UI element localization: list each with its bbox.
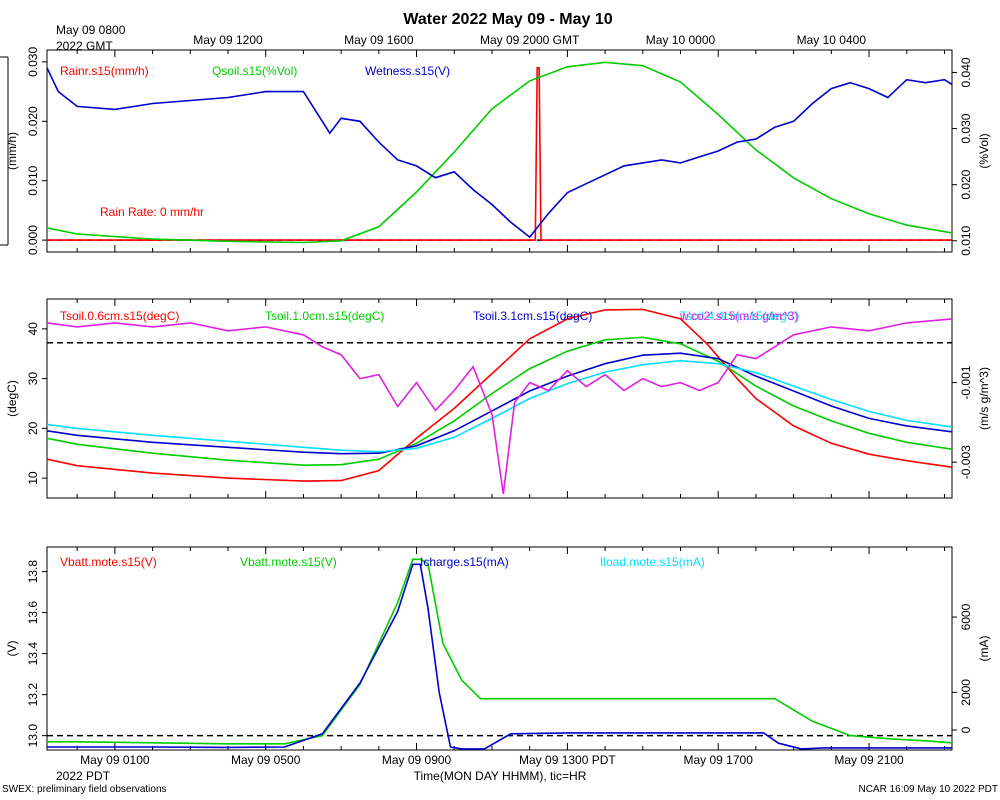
y-tick-label-right: -0.001 — [959, 365, 973, 399]
y-tick-label-left: 40 — [26, 322, 40, 336]
legend-entry-magenta: w'co2'.s15(m/s g/m^3) — [679, 309, 798, 323]
series-line-blue — [47, 352, 952, 455]
panels: 0.000 0.010 0.020 0.030 0.010 0.020 0.030 0.040… — [0, 47, 991, 751]
y-tick-label-left: 0.030 — [26, 47, 40, 77]
legend-entry-green: Vbatt.mote.s15(V) — [240, 555, 337, 569]
y-tick-label-left: 30 — [26, 372, 40, 386]
y-tick-label-left: 0.020 — [26, 106, 40, 136]
series-line-red — [47, 67, 952, 241]
y-tick-label-left: 0.010 — [26, 165, 40, 195]
bottom-tick-label: May 09 0900 — [382, 753, 452, 767]
series-line-green — [47, 336, 952, 467]
y-axis-label-right: (%Vol) — [977, 133, 991, 168]
y-tick-label-left: 0.000 — [26, 225, 40, 255]
series-line-green — [47, 61, 952, 244]
panel-1: 0.000 0.010 0.020 0.030 0.010 0.020 0.030 0.040… — [5, 47, 991, 256]
legend-entry-blue: Wetness.s15(V) — [365, 64, 450, 78]
y-tick-label-left: 13.4 — [26, 642, 40, 666]
footer-left: SWEX: preliminary field observations — [2, 784, 167, 795]
legend-entry-blue: Icharge.s15(mA) — [420, 555, 509, 569]
bottom-axis-tick-labels: May 09 0100 May 09 0500 May 09 0900 May 09 … — [80, 753, 904, 767]
top-tick-label: May 10 0400 — [797, 33, 867, 47]
footer-right: NCAR 16:09 May 10 2022 PDT — [858, 784, 998, 795]
legend-entry-cyan: Tsoil.4.4cm.s15(degC) — [680, 309, 799, 323]
top-tick-label: May 09 1200 — [193, 33, 263, 47]
panel-frame — [46, 546, 953, 751]
top-tick-label: May 09 2000 GMT — [480, 33, 580, 47]
y-tick-label-right: 2000 — [959, 679, 973, 706]
y-axis-label-right: (m/s g/m^3) — [977, 367, 991, 430]
bottom-tick-label: May 09 0100 — [80, 753, 150, 767]
y-tick-label-right: 0 — [959, 726, 973, 733]
y-tick-label-right: 0.010 — [959, 225, 973, 255]
y-tick-label-left: 20 — [26, 421, 40, 435]
y-tick-label-left: 13.0 — [26, 724, 40, 748]
y-tick-label-left: 13.8 — [26, 560, 40, 584]
y-tick-label-right: 0.040 — [959, 57, 973, 87]
panel-frame — [46, 298, 953, 499]
top-axis-tick-labels: May 09 1200 May 09 1600 May 09 2000 GMT May… — [193, 33, 866, 47]
top-tick-label: May 10 0000 — [646, 33, 716, 47]
y-tick-label-left: 13.2 — [26, 683, 40, 707]
y-tick-label-left: 13.6 — [26, 601, 40, 625]
y-tick-label-right: 0.020 — [959, 169, 973, 199]
y-axis-label-left: (V) — [5, 641, 19, 657]
series-line-magenta — [47, 318, 952, 495]
y-tick-label-right: -0.003 — [959, 445, 973, 479]
top-axis-start-line1: May 09 0800 — [56, 23, 126, 37]
series-line-blue — [47, 67, 952, 239]
bottom-tick-label: May 09 1700 — [684, 753, 754, 767]
bottom-tick-label: May 09 1300 PDT — [519, 753, 616, 767]
left-edge-stub — [0, 56, 9, 246]
series-line-red — [47, 308, 952, 482]
legend-entry-blue: Tsoil.3.1cm.s15(degC) — [473, 309, 592, 323]
y-tick-label-left: 10 — [26, 471, 40, 485]
top-tick-label: May 09 1600 — [344, 33, 414, 47]
y-axis-label-left: (degC) — [5, 380, 19, 417]
panel-frame — [46, 49, 953, 253]
rain-rate-annotation: Rain Rate: 0 mm/hr — [100, 205, 204, 219]
panel-3: 13.0 13.2 13.4 13.6 13.8 0 2000 6000 (V) (mA) Vbat… — [5, 546, 991, 751]
bottom-tick-label: May 09 0500 — [231, 753, 301, 767]
top-axis-start-line2: 2022 GMT — [56, 39, 113, 53]
chart-title: Water 2022 May 09 - May 10 — [403, 11, 612, 28]
series-line-blue — [47, 563, 952, 750]
legend-entry-green: Tsoil.1.0cm.s15(degC) — [265, 309, 384, 323]
legend-entry-red: Tsoil.0.6cm.s15(degC) — [60, 309, 179, 323]
y-axis-label-left: (mm/h) — [5, 132, 19, 170]
bottom-axis-year: 2022 PDT — [56, 769, 111, 783]
legend-entry-red: Vbatt.mote.s15(V) — [60, 555, 157, 569]
series-line-green — [47, 558, 952, 745]
bottom-tick-label: May 09 2100 — [834, 753, 904, 767]
legend-entry-green: Qsoil.s15(%Vol) — [212, 64, 297, 78]
panel-2: 10 20 30 40 -0.003 -0.001 (degC) (m/s g/m^3) Tso… — [5, 298, 991, 499]
legend-entry-red: Rainr.s15(mm/h) — [60, 64, 149, 78]
y-axis-label-right: (mA) — [977, 636, 991, 662]
x-axis-label: Time(MON DAY HHMM), tic=HR — [414, 769, 587, 783]
y-tick-label-right: 6000 — [959, 603, 973, 630]
legend-entry-cyan: Iload.mote.s15(mA) — [600, 555, 705, 569]
y-tick-label-right: 0.030 — [959, 113, 973, 143]
